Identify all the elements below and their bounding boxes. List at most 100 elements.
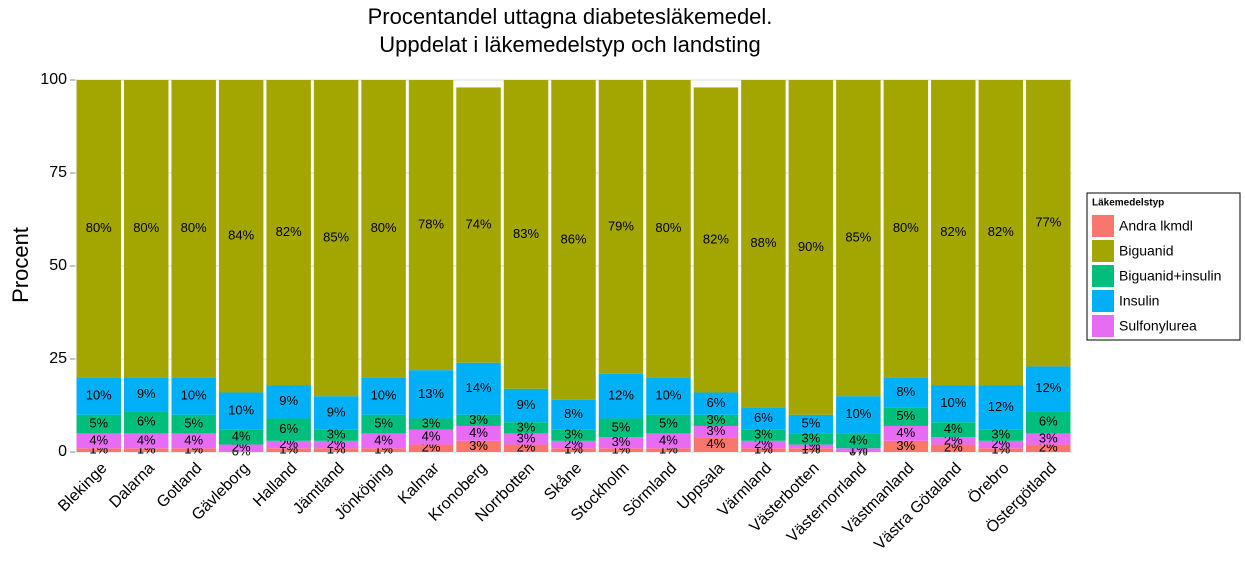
y-tick-label: 25: [49, 350, 67, 367]
legend-label: Biguanid+insulin: [1119, 268, 1221, 284]
bar-segment: [266, 440, 311, 449]
data-label: 4%: [469, 425, 488, 440]
bar-segment: [76, 80, 121, 378]
bar-segment: [76, 433, 121, 449]
data-label: 74%: [466, 217, 492, 232]
bar-segment: [551, 440, 596, 449]
data-label: 85%: [845, 230, 871, 245]
bar-segment: [598, 418, 644, 438]
data-label: 3%: [991, 427, 1010, 442]
bar-segment: [836, 448, 881, 452]
bar-segment: [1026, 411, 1071, 434]
data-label: 5%: [896, 408, 915, 423]
bar-segment: [646, 80, 691, 378]
bar-segment: [171, 433, 216, 449]
bar-segment: [931, 80, 976, 386]
data-label: 8%: [564, 406, 583, 421]
data-label: 6%: [279, 421, 298, 436]
data-label: 84%: [228, 228, 254, 243]
bar-segment: [456, 414, 501, 426]
data-label: 3%: [612, 434, 631, 449]
data-label: 6%: [1039, 414, 1058, 429]
data-label: 6%: [707, 395, 726, 410]
data-label: 80%: [371, 220, 397, 235]
bar-segment: [693, 425, 739, 438]
bar-segment: [836, 433, 881, 449]
bar-segment: [123, 411, 169, 434]
data-label: 10%: [181, 388, 207, 403]
x-tick-label: Västra Götaland: [871, 460, 965, 554]
data-label: 9%: [137, 386, 156, 401]
data-label: 5%: [184, 416, 203, 431]
data-label: 9%: [327, 404, 346, 419]
legend-title: Läkemedelstyp: [1092, 198, 1164, 209]
bar-segment: [456, 425, 501, 441]
bar-segment: [313, 429, 359, 441]
data-label: 3%: [707, 423, 726, 438]
bar-segment: [836, 80, 881, 397]
y-tick-label: 0: [58, 443, 67, 460]
data-label: 82%: [703, 231, 729, 246]
bar-segment: [266, 448, 311, 452]
x-tick-label: Örebro: [965, 459, 1013, 507]
bar-segment: [76, 448, 121, 452]
bar-segment: [883, 440, 929, 452]
legend-swatch: [1092, 315, 1114, 337]
data-label: 12%: [1035, 380, 1061, 395]
data-label: 3%: [422, 416, 441, 431]
bar-segment: [171, 80, 216, 378]
bar-segment: [408, 80, 454, 371]
legend-label: Andra lkmdl: [1119, 218, 1193, 234]
bar-segment: [931, 422, 976, 438]
bar-segment: [978, 385, 1024, 430]
data-label: 82%: [940, 224, 966, 239]
bar-segment: [788, 433, 834, 445]
data-label: 80%: [893, 220, 919, 235]
bar-segment: [931, 437, 976, 445]
bar-segment: [836, 396, 881, 434]
bar-segment: [361, 377, 406, 415]
bar-segment: [313, 396, 359, 430]
bar-segment: [313, 448, 359, 452]
data-label: 9%: [517, 397, 536, 412]
data-label: 3%: [564, 427, 583, 442]
data-label: 4%: [896, 425, 915, 440]
data-label: 3%: [517, 430, 536, 445]
data-label: 3%: [327, 427, 346, 442]
bar-segment: [408, 370, 454, 419]
bar-segment: [123, 377, 169, 412]
data-label: 12%: [608, 388, 634, 403]
data-label: 13%: [418, 386, 444, 401]
data-label: 85%: [323, 230, 349, 245]
data-label: 14%: [466, 380, 492, 395]
bar-segment: [76, 414, 121, 434]
bar-segment: [361, 433, 406, 449]
bar-segment: [408, 418, 454, 430]
bar-segment: [646, 414, 691, 434]
data-label: 4%: [422, 429, 441, 444]
bar-segment: [788, 414, 834, 434]
bar-segment: [123, 448, 169, 452]
data-label: 10%: [228, 403, 254, 418]
bar-segment: [693, 87, 739, 393]
data-label: 5%: [374, 416, 393, 431]
chart-subtitle: Uppdelat i läkemedelstyp och landsting: [379, 32, 761, 57]
data-label: 3%: [896, 438, 915, 453]
bar-segment: [218, 80, 264, 393]
bar-segment: [646, 433, 691, 449]
bar-segment: [788, 444, 834, 449]
bar-segment: [361, 414, 406, 434]
data-label: 4%: [944, 421, 963, 436]
data-label: 4%: [849, 432, 868, 447]
data-label: 10%: [940, 395, 966, 410]
bar-segment: [931, 385, 976, 423]
data-label: 82%: [276, 224, 302, 239]
y-tick-label: 100: [40, 71, 67, 88]
bar-segment: [646, 448, 691, 452]
bar-segment: [598, 448, 644, 452]
bar-segment: [76, 377, 121, 415]
bar-segment: [503, 388, 549, 423]
legend-label: Sulfonylurea: [1119, 318, 1197, 334]
data-label: 80%: [181, 220, 207, 235]
